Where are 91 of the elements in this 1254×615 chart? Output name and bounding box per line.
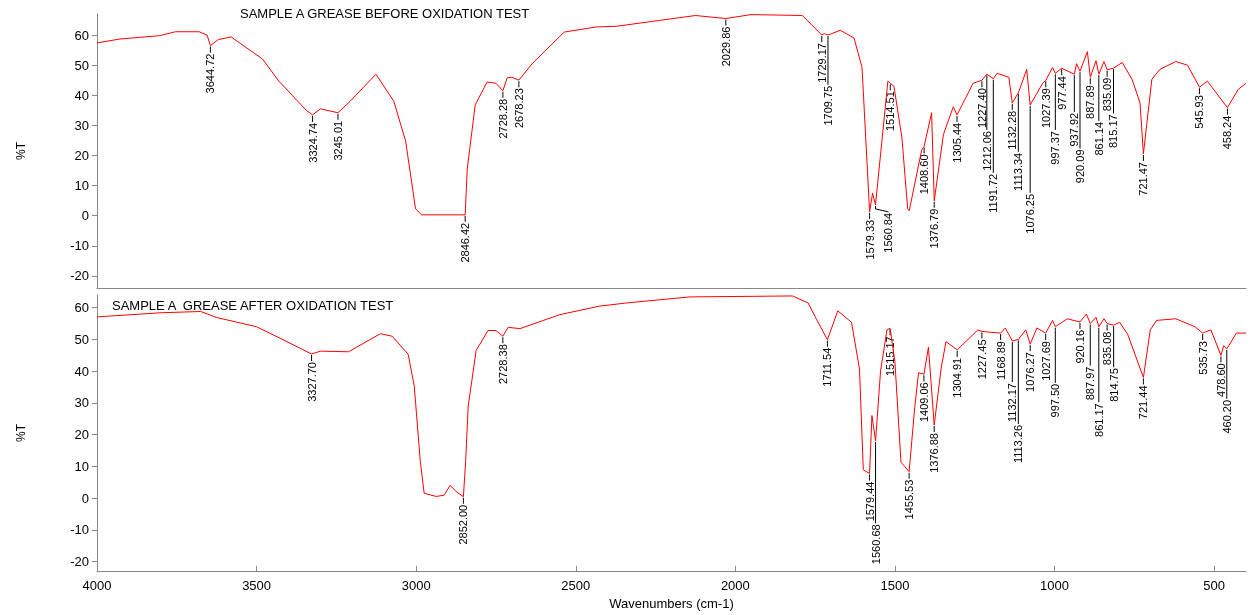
annotation: 1191.72: [987, 173, 1000, 213]
x-tick-label: 500: [1203, 578, 1225, 593]
annotation: 3245.01: [331, 120, 344, 161]
annotation: 887.97: [1084, 366, 1097, 401]
annotation: 1515.17: [884, 336, 897, 377]
x-tick-label: 1500: [880, 578, 910, 593]
annotation: 1212.06: [980, 131, 993, 171]
y-axis-title: %T: [14, 141, 28, 160]
x-axis-title: Wavenumbers (cm-1): [609, 596, 734, 611]
annotation: 3327.70: [305, 362, 318, 402]
y-tick-label: 10: [74, 458, 89, 474]
y-tick-label: -10: [70, 238, 89, 254]
annotation: 2728.28: [496, 98, 509, 139]
y-tick-label: 40: [74, 363, 89, 379]
annotation: 1132.17: [1006, 383, 1019, 422]
annotation: 1376.88: [928, 433, 941, 473]
x-tick-label: 3000: [401, 578, 431, 593]
annotation: 2029.86: [719, 26, 732, 67]
annotation: 1409.06: [917, 382, 930, 423]
x-tick-label: 1000: [1040, 578, 1069, 593]
y-tick-label: 20: [74, 427, 89, 443]
annotation: 1076.27: [1024, 352, 1037, 392]
annotation: 3324.74: [306, 122, 319, 163]
annotation: 721.44: [1137, 385, 1150, 420]
annotation: 815.17: [1107, 114, 1120, 148]
annotation: 1514.51: [884, 91, 897, 132]
annotation: 460.20: [1220, 399, 1233, 434]
y-tick-label: 30: [74, 395, 89, 411]
annotation: 1113.26: [1012, 424, 1025, 464]
annotation: 1709.75: [821, 85, 834, 126]
y-tick-label: 10: [74, 178, 89, 194]
annotation: 1376.79: [928, 208, 941, 249]
annotation: 997.37: [1049, 131, 1062, 165]
annotation: 1579.33: [863, 219, 876, 260]
annotation: 1579.44: [863, 481, 876, 522]
y-tick-label: 0: [81, 208, 89, 224]
chart-title: SAMPLE A GREASE AFTER OXIDATION TEST: [112, 298, 394, 313]
y-tick-label: -10: [70, 522, 89, 538]
annotation: 1168.89: [994, 341, 1007, 381]
chart-title: SAMPLE A GREASE BEFORE OXIDATION TEST: [240, 6, 530, 21]
annotation: 1027.69: [1039, 341, 1052, 381]
y-tick-label: -20: [70, 553, 89, 569]
y-tick-label: -20: [70, 268, 89, 284]
annotation: 1455.53: [903, 479, 916, 520]
annotation: 2846.42: [459, 222, 472, 263]
annotation: 535.73: [1196, 341, 1209, 375]
y-tick-label: 30: [74, 117, 89, 133]
y-tick-label: 0: [81, 490, 89, 506]
annotation: 1560.68: [869, 524, 882, 565]
annotation: 1304.91: [951, 357, 964, 398]
annotation: 1132.28: [1006, 110, 1019, 150]
annotation: 2678.23: [512, 88, 525, 129]
annotation: 1305.44: [951, 122, 964, 163]
annotation: 920.16: [1073, 329, 1086, 364]
annotation: 814.75: [1107, 368, 1120, 402]
annotation: 977.44: [1055, 76, 1068, 110]
y-tick-label: 20: [74, 148, 89, 164]
x-tick-label: 4000: [82, 578, 112, 593]
annotation: 3644.72: [204, 53, 217, 94]
annotation: 1560.84: [882, 212, 895, 253]
x-tick-label: 2000: [720, 578, 750, 593]
x-tick-label: 3500: [242, 578, 272, 593]
annotation: 458.24: [1221, 115, 1234, 150]
annotation: 861.14: [1092, 121, 1105, 156]
annotation: 478.60: [1214, 363, 1227, 397]
annotation: 1076.25: [1024, 193, 1037, 234]
annotation: 545.93: [1193, 95, 1206, 129]
y-tick-label: 60: [74, 27, 89, 43]
annotation: 1027.39: [1039, 88, 1052, 129]
y-tick-label: 40: [74, 87, 89, 103]
annotation: 721.47: [1137, 162, 1150, 196]
y-tick-label: 50: [74, 57, 89, 73]
x-tick-label: 2500: [561, 578, 591, 593]
annotation: 1711.54: [821, 347, 834, 387]
annotation: 1227.45: [975, 339, 988, 380]
annotation: 937.92: [1068, 112, 1081, 147]
annotation: 1408.60: [918, 154, 931, 195]
annotation: 1113.34: [1012, 152, 1025, 191]
annotation: 920.09: [1074, 149, 1086, 184]
annotation: 887.89: [1084, 85, 1097, 119]
annotation: 997.50: [1049, 383, 1062, 418]
y-tick-label: 50: [74, 331, 89, 347]
annotation: 861.17: [1092, 403, 1105, 437]
annotation: 2728.38: [496, 344, 509, 385]
annotation: 2852.00: [457, 504, 470, 545]
y-axis-title: %T: [14, 423, 28, 442]
annotation: 1729.17: [815, 43, 828, 83]
annotation: 835.08: [1101, 331, 1114, 366]
y-tick-label: 60: [74, 300, 89, 316]
annotation: 835.09: [1101, 77, 1114, 112]
annotation: 1227.40: [975, 88, 988, 129]
